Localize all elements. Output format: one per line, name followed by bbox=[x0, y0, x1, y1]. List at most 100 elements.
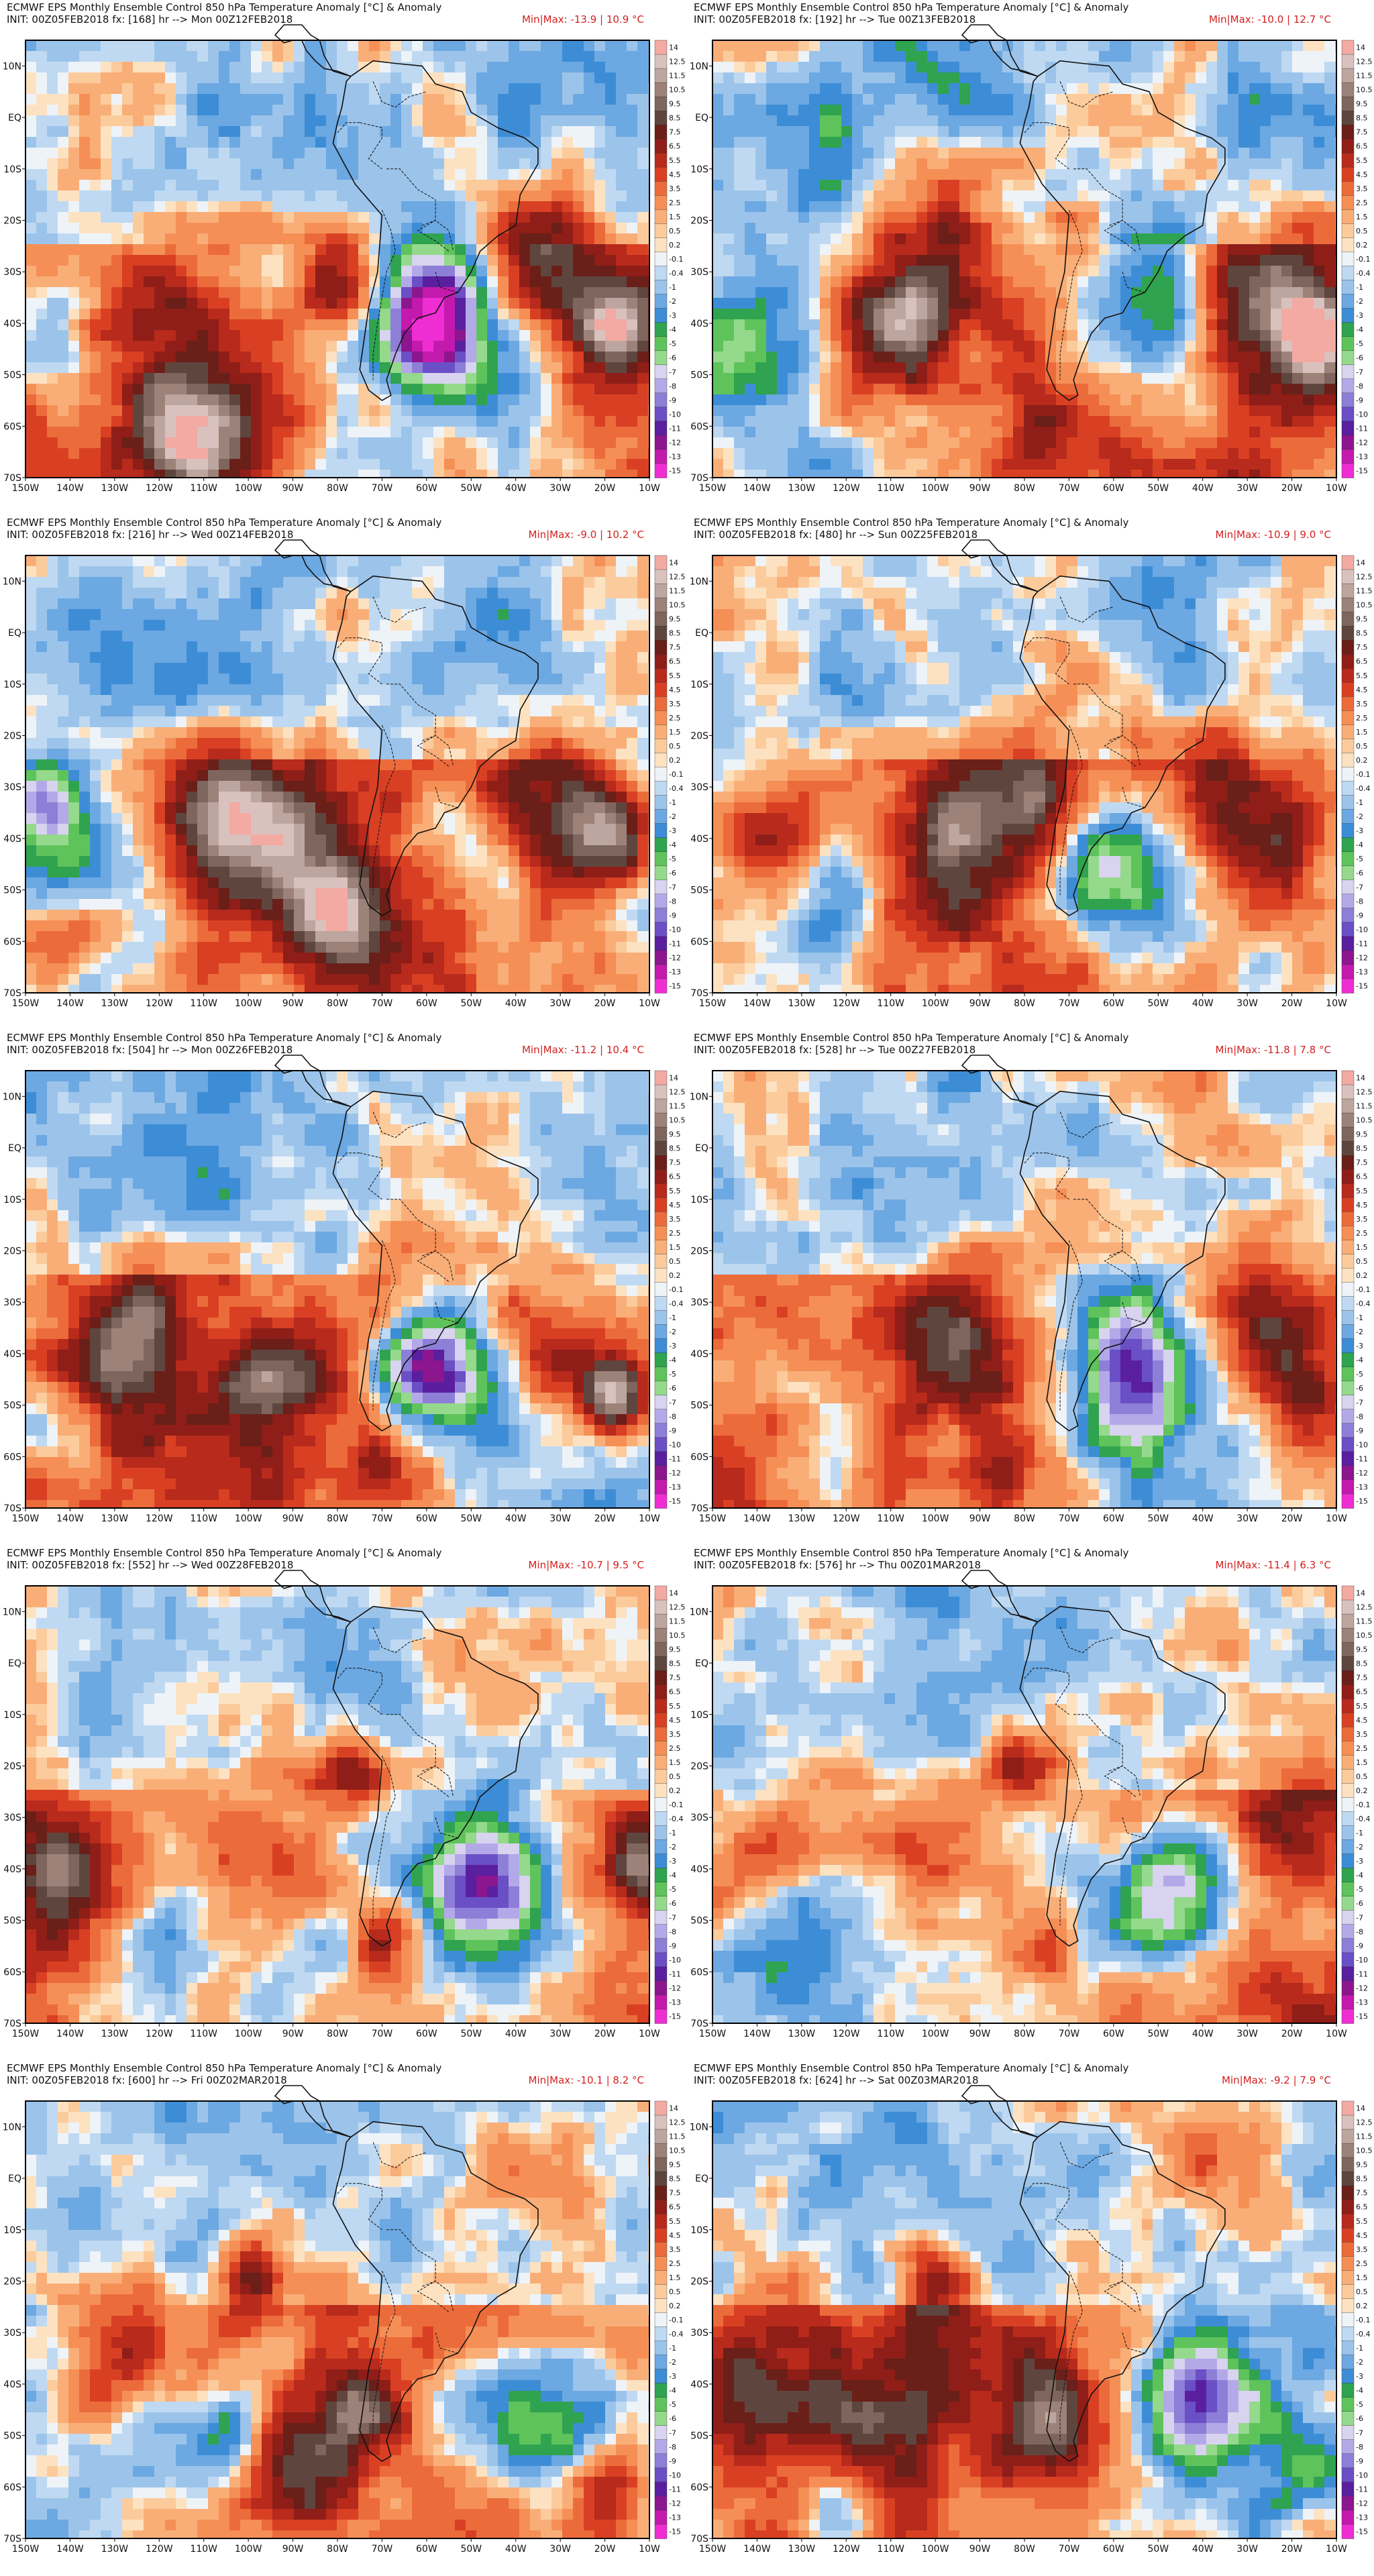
anomaly-cell bbox=[348, 94, 359, 105]
anomaly-cell bbox=[423, 83, 434, 95]
anomaly-cell bbox=[133, 244, 144, 256]
anomaly-cell bbox=[294, 287, 305, 299]
anomaly-cell bbox=[305, 105, 316, 116]
anomaly-cell bbox=[841, 319, 853, 331]
anomaly-cell bbox=[305, 266, 316, 277]
anomaly-cell bbox=[1217, 384, 1228, 395]
anomaly-cell bbox=[1153, 405, 1164, 417]
anomaly-cell bbox=[1271, 309, 1282, 320]
anomaly-cell bbox=[1013, 244, 1024, 256]
anomaly-cell bbox=[970, 158, 982, 170]
anomaly-cell bbox=[820, 180, 831, 191]
anomaly-cell bbox=[1024, 416, 1035, 427]
anomaly-cell bbox=[1238, 51, 1250, 62]
anomaly-cell bbox=[433, 341, 445, 352]
anomaly-cell bbox=[1281, 352, 1293, 363]
anomaly-cell bbox=[466, 126, 477, 138]
anomaly-cell bbox=[326, 448, 337, 460]
anomaly-cell bbox=[272, 72, 284, 84]
anomaly-cell bbox=[455, 352, 466, 363]
anomaly-cell bbox=[831, 40, 842, 52]
anomaly-cell bbox=[283, 233, 295, 245]
anomaly-cell bbox=[1120, 169, 1132, 180]
anomaly-cell bbox=[262, 298, 273, 309]
anomaly-cell bbox=[938, 330, 949, 341]
anomaly-cell bbox=[895, 201, 906, 213]
anomaly-cell bbox=[766, 126, 778, 138]
anomaly-cell bbox=[519, 51, 531, 62]
anomaly-cell bbox=[970, 201, 982, 213]
anomaly-cell bbox=[487, 62, 498, 73]
anomaly-cell bbox=[938, 233, 949, 245]
anomaly-cell bbox=[841, 384, 853, 395]
anomaly-cell bbox=[509, 105, 520, 116]
anomaly-cell bbox=[68, 427, 80, 438]
anomaly-cell bbox=[1281, 72, 1293, 84]
anomaly-cell bbox=[1013, 298, 1024, 309]
anomaly-cell bbox=[594, 40, 606, 52]
anomaly-cell bbox=[1035, 416, 1046, 427]
anomaly-cell bbox=[165, 62, 176, 73]
anomaly-cell bbox=[1174, 373, 1185, 384]
anomaly-cell bbox=[551, 470, 563, 478]
anomaly-cell bbox=[240, 137, 252, 148]
anomaly-cell bbox=[1281, 255, 1293, 266]
anomaly-cell bbox=[251, 405, 262, 417]
anomaly-cell bbox=[906, 244, 917, 256]
anomaly-cell bbox=[970, 384, 982, 395]
anomaly-cell bbox=[154, 405, 166, 417]
anomaly-cell bbox=[58, 266, 69, 277]
anomaly-cell bbox=[423, 448, 434, 460]
anomaly-cell bbox=[1303, 394, 1314, 406]
anomaly-cell bbox=[262, 330, 273, 341]
anomaly-cell bbox=[122, 126, 134, 138]
anomaly-cell bbox=[348, 191, 359, 202]
anomaly-cell bbox=[616, 223, 627, 234]
anomaly-cell bbox=[788, 83, 799, 95]
anomaly-cell bbox=[1099, 201, 1110, 213]
anomaly-cell bbox=[981, 201, 992, 213]
anomaly-cell bbox=[1099, 94, 1110, 105]
anomaly-cell bbox=[1035, 319, 1046, 331]
anomaly-cell bbox=[165, 72, 176, 84]
anomaly-cell bbox=[530, 459, 541, 470]
anomaly-cell bbox=[240, 244, 252, 256]
anomaly-cell bbox=[25, 427, 37, 438]
anomaly-cell bbox=[884, 276, 896, 288]
anomaly-cell bbox=[1324, 105, 1336, 116]
colorbar-label: 14 bbox=[669, 44, 678, 52]
anomaly-cell bbox=[981, 244, 992, 256]
anomaly-cell bbox=[1099, 298, 1110, 309]
anomaly-cell bbox=[176, 448, 187, 460]
anomaly-cell bbox=[36, 180, 48, 191]
anomaly-cell bbox=[874, 352, 885, 363]
anomaly-cell bbox=[906, 405, 917, 417]
anomaly-cell bbox=[1045, 427, 1057, 438]
anomaly-cell bbox=[358, 394, 370, 406]
anomaly-cell bbox=[380, 115, 391, 127]
anomaly-cell bbox=[1142, 330, 1153, 341]
anomaly-cell bbox=[949, 309, 960, 320]
anomaly-cell bbox=[1110, 233, 1121, 245]
anomaly-cell bbox=[1206, 180, 1218, 191]
anomaly-cell bbox=[1002, 191, 1014, 202]
anomaly-cell bbox=[1324, 191, 1336, 202]
anomaly-cell bbox=[219, 319, 230, 331]
anomaly-cell bbox=[315, 427, 327, 438]
anomaly-cell bbox=[1303, 352, 1314, 363]
anomaly-cell bbox=[809, 180, 821, 191]
anomaly-cell bbox=[637, 191, 649, 202]
anomaly-cell bbox=[734, 287, 745, 299]
anomaly-cell bbox=[36, 373, 48, 384]
anomaly-cell bbox=[884, 115, 896, 127]
anomaly-cell bbox=[1035, 180, 1046, 191]
anomaly-cell bbox=[627, 298, 638, 309]
anomaly-cell bbox=[895, 352, 906, 363]
anomaly-cell bbox=[1324, 266, 1336, 277]
anomaly-cell bbox=[487, 448, 498, 460]
anomaly-cell bbox=[809, 126, 821, 138]
anomaly-cell bbox=[959, 148, 971, 159]
anomaly-cell bbox=[745, 148, 756, 159]
anomaly-cell bbox=[981, 126, 992, 138]
anomaly-cell bbox=[938, 416, 949, 427]
